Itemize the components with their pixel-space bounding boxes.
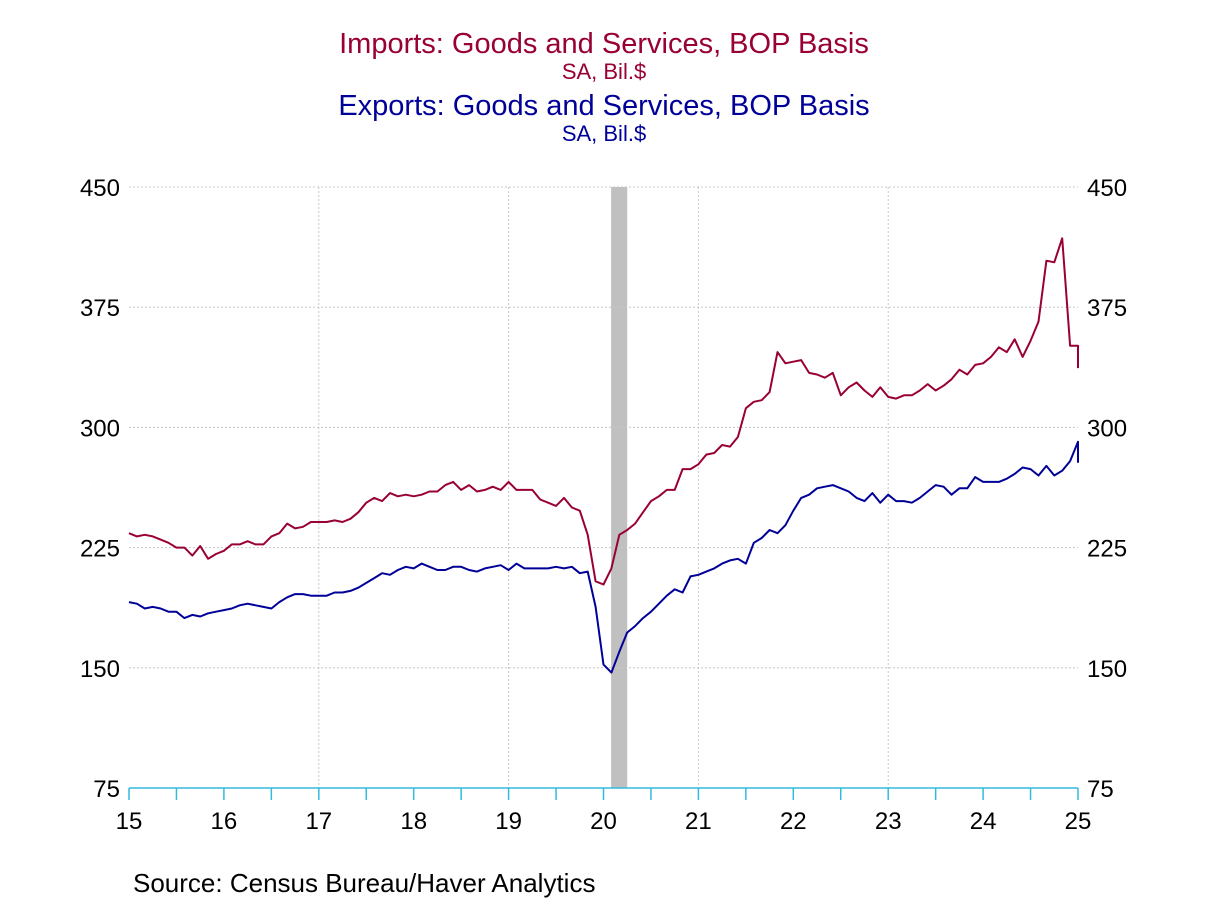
recession-shading-layer <box>611 187 628 788</box>
x-tick-label: 23 <box>875 808 902 835</box>
y-tick-label-right: 375 <box>1087 295 1127 322</box>
exports-subtitle: SA, Bil.$ <box>561 121 647 146</box>
recession-shade <box>611 187 628 788</box>
source-note: Source: Census Bureau/Haver Analytics <box>133 868 596 898</box>
x-axis <box>128 787 1079 800</box>
imports-title: Imports: Goods and Services, BOP Basis <box>339 28 869 60</box>
y-tick-label-left: 150 <box>80 656 120 683</box>
x-tick-label: 16 <box>211 808 238 835</box>
x-tick-label: 22 <box>780 808 807 835</box>
x-tick-label: 19 <box>495 808 522 835</box>
exports-line <box>128 440 1079 674</box>
x-tick-label: 18 <box>400 808 427 835</box>
gridlines <box>129 186 1078 788</box>
y-tick-label-right: 150 <box>1087 656 1127 683</box>
y-tick-label-left: 225 <box>80 536 120 563</box>
x-tick-label: 15 <box>116 808 143 835</box>
y-tick-label-right: 300 <box>1087 415 1127 442</box>
imports-subtitle: SA, Bil.$ <box>561 59 647 84</box>
series-lines <box>128 237 1079 674</box>
y-tick-label-right: 450 <box>1087 175 1127 202</box>
exports-title: Exports: Goods and Services, BOP Basis <box>338 90 870 122</box>
y-tick-label-left: 375 <box>80 295 120 322</box>
tick-labels: 75 75 150 150 225 225 300 300 375 375 450 450 15 16 17… <box>80 175 1127 835</box>
y-tick-label-left: 300 <box>80 415 120 442</box>
x-tick-label: 20 <box>590 808 617 835</box>
y-tick-label-left: 450 <box>80 175 120 202</box>
x-tick-label: 24 <box>970 808 997 835</box>
x-tick-label: 21 <box>685 808 712 835</box>
imports-line <box>128 237 1079 586</box>
y-tick-label-right: 225 <box>1087 536 1127 563</box>
y-tick-label-right: 75 <box>1087 776 1114 803</box>
chart-title-block: Imports: Goods and Services, BOP Basis S… <box>0 28 1208 146</box>
x-tick-label: 25 <box>1065 808 1092 835</box>
x-tick-label: 17 <box>305 808 332 835</box>
y-tick-label-left: 75 <box>93 776 120 803</box>
